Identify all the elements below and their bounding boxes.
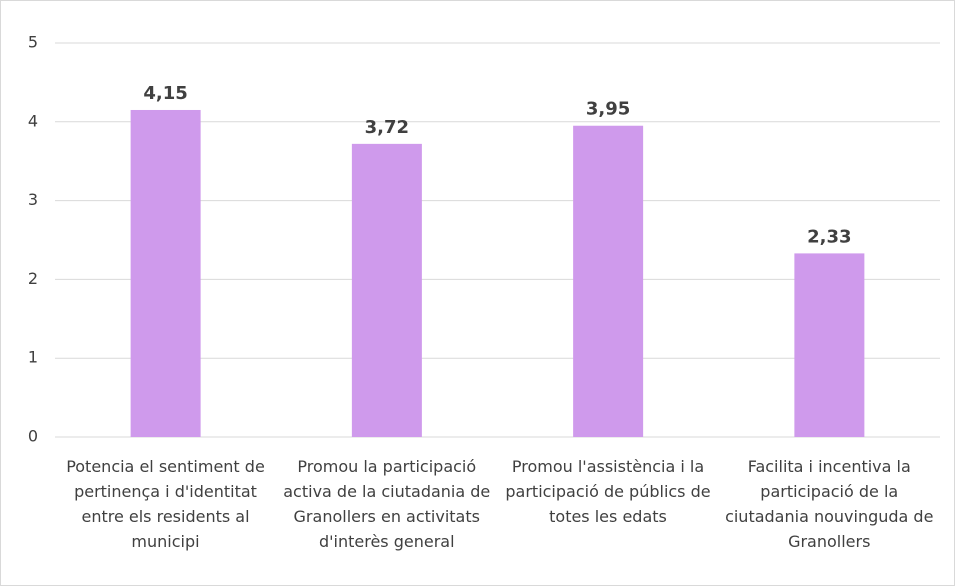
x-tick-label: Facilita i incentiva la participació de …	[725, 457, 934, 551]
y-tick-label: 4	[28, 111, 38, 130]
x-tick-label: Promou la participació activa de la ciut…	[283, 457, 491, 551]
bar	[794, 253, 865, 437]
data-label: 3,72	[365, 117, 409, 138]
bar	[351, 143, 422, 437]
x-tick-label: Potencia el sentiment de pertinença i d'…	[66, 457, 265, 551]
data-label: 3,95	[586, 99, 630, 120]
data-label: 2,33	[807, 226, 851, 247]
bar	[573, 125, 644, 438]
y-tick-label: 3	[28, 190, 38, 209]
y-tick-label: 5	[28, 33, 38, 52]
x-tick-label: Promou l'assistència i la participació d…	[505, 457, 711, 526]
y-tick-label: 2	[28, 269, 38, 288]
data-label: 4,15	[143, 83, 187, 104]
bar	[130, 109, 201, 437]
y-tick-label: 0	[28, 427, 38, 446]
y-tick-label: 1	[28, 348, 38, 367]
